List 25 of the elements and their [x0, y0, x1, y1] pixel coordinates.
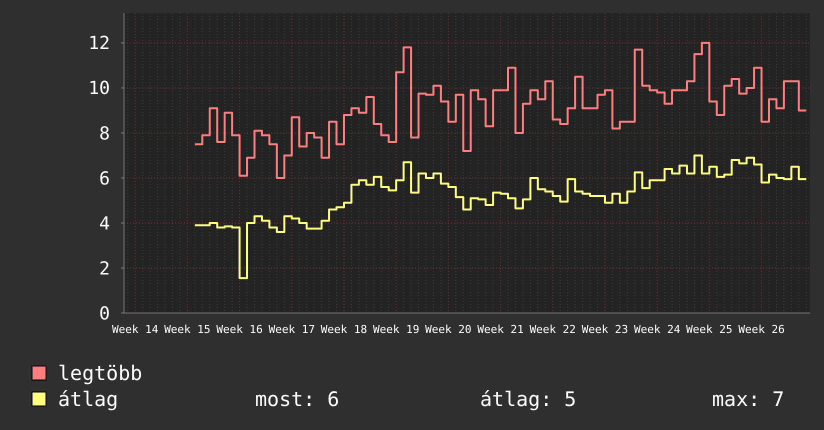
x-tick-label: Week 16: [216, 323, 263, 336]
y-tick-label: 10: [88, 78, 110, 100]
x-tick-label: Week 22: [530, 323, 576, 336]
y-tick-label: 4: [99, 213, 110, 234]
x-tick-label: Week 18: [320, 323, 368, 336]
x-tick-label: Week 25: [686, 323, 733, 336]
y-tick-label: 12: [88, 33, 110, 54]
y-tick-label: 0: [99, 303, 110, 324]
x-tick-label: Week 26: [738, 323, 785, 336]
x-tick-label: Week 23: [582, 323, 628, 336]
text: most: 6: [255, 387, 340, 411]
legend-label: átlag: [58, 387, 118, 411]
x-tick-label: Week 19: [372, 323, 420, 336]
y-tick-label: 8: [99, 123, 110, 144]
y-tick-label: 2: [99, 258, 110, 280]
x-tick-label: Week 24: [634, 323, 681, 336]
text: átlag: 5: [480, 387, 576, 411]
text: max: 7: [712, 387, 784, 411]
y-tick-label: 6: [99, 168, 110, 190]
x-tick-label: Week 20: [425, 323, 472, 336]
x-tick-label: Week 21: [477, 323, 524, 336]
x-tick-label: Week 15: [164, 323, 211, 336]
legend-label: legtöbb: [58, 361, 142, 385]
x-tick-label: Week 17: [268, 323, 315, 336]
x-tick-label: Week 14: [112, 323, 159, 336]
